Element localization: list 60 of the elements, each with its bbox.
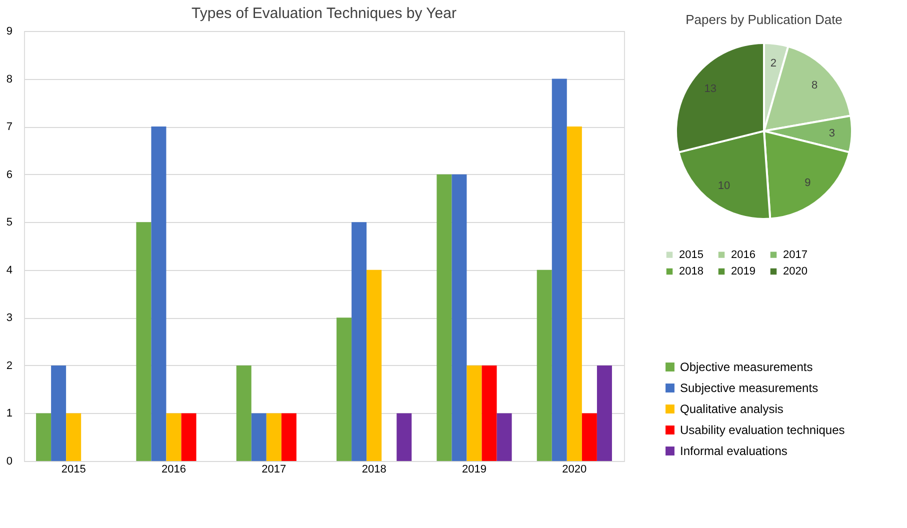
bar bbox=[536, 270, 552, 461]
data-label: 8 bbox=[811, 80, 818, 92]
legend-label: 2020 bbox=[783, 266, 808, 278]
y-tick-label: 2 bbox=[6, 360, 12, 372]
legend-label: 2015 bbox=[679, 248, 704, 261]
legend-label: Informal evaluations bbox=[680, 444, 788, 458]
bar bbox=[51, 365, 66, 461]
bar bbox=[552, 78, 567, 461]
bar bbox=[452, 174, 467, 461]
chart-title: Papers by Publication Date bbox=[686, 12, 842, 27]
y-tick-label: 4 bbox=[6, 264, 12, 276]
y-tick-label: 8 bbox=[6, 73, 12, 86]
bar bbox=[496, 413, 512, 461]
chart-title: Types of Evaluation Techniques by Year bbox=[192, 5, 456, 22]
x-tick-label: 2017 bbox=[262, 464, 286, 476]
bar bbox=[136, 222, 152, 461]
y-tick-label: 3 bbox=[6, 312, 12, 324]
x-tick-label: 2019 bbox=[462, 464, 486, 476]
y-tick-label: 0 bbox=[6, 456, 12, 468]
bar bbox=[36, 413, 52, 461]
data-label: 9 bbox=[804, 177, 811, 190]
y-tick-label: 6 bbox=[6, 168, 12, 181]
bar bbox=[281, 413, 296, 461]
legend-label: Usability evaluation techniques bbox=[680, 423, 845, 437]
legend-label: 2019 bbox=[731, 266, 756, 278]
bar bbox=[596, 365, 612, 461]
bar bbox=[181, 413, 196, 461]
bar bbox=[566, 126, 582, 461]
legend-label: 2016 bbox=[731, 248, 756, 261]
x-tick-label: 2016 bbox=[162, 464, 186, 476]
bar bbox=[266, 413, 282, 461]
x-tick-label: 2015 bbox=[61, 464, 86, 476]
data-label: 13 bbox=[704, 83, 717, 96]
bar bbox=[236, 365, 252, 461]
y-tick-label: 1 bbox=[6, 408, 12, 420]
bar bbox=[151, 126, 166, 461]
y-tick-label: 7 bbox=[6, 121, 12, 134]
legend-label: Subjective measurements bbox=[680, 381, 818, 395]
x-tick-label: 2018 bbox=[362, 464, 386, 476]
bar bbox=[251, 413, 266, 461]
bar bbox=[336, 318, 352, 461]
bar bbox=[66, 413, 82, 461]
x-tick-label: 2020 bbox=[562, 464, 587, 476]
bar bbox=[166, 413, 182, 461]
legend-label: 2017 bbox=[783, 248, 808, 261]
y-tick-label: 9 bbox=[6, 26, 12, 38]
bar bbox=[352, 222, 367, 461]
data-label: 2 bbox=[770, 58, 777, 70]
bar bbox=[366, 270, 382, 461]
y-tick-label: 5 bbox=[6, 216, 12, 229]
data-label: 10 bbox=[718, 180, 730, 192]
legend-label: 2018 bbox=[679, 266, 704, 278]
bar bbox=[466, 365, 482, 461]
bar bbox=[396, 413, 412, 461]
bar bbox=[582, 413, 597, 461]
legend-label: Qualitative analysis bbox=[680, 402, 784, 416]
legend-label: Objective measurements bbox=[680, 360, 813, 374]
data-label: 3 bbox=[828, 127, 836, 140]
bar bbox=[436, 174, 452, 461]
bar bbox=[482, 365, 497, 461]
